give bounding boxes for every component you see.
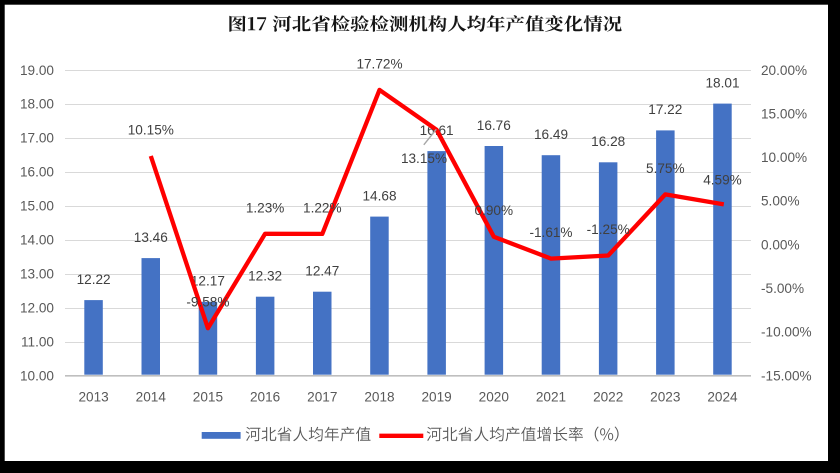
svg-text:13.00: 13.00 [20, 267, 54, 282]
svg-text:17.00: 17.00 [20, 131, 54, 146]
svg-text:2015: 2015 [193, 389, 223, 404]
svg-text:4.59%: 4.59% [703, 173, 742, 188]
svg-text:2014: 2014 [136, 389, 167, 404]
svg-text:15.00%: 15.00% [761, 106, 807, 121]
svg-text:12.22: 12.22 [77, 272, 111, 287]
svg-text:0.00%: 0.00% [761, 237, 800, 252]
svg-text:18.01: 18.01 [705, 75, 739, 90]
svg-text:-10.00%: -10.00% [761, 325, 812, 340]
svg-text:13.15%: 13.15% [401, 151, 447, 166]
svg-text:12.00: 12.00 [20, 300, 54, 315]
svg-text:-1.25%: -1.25% [587, 222, 630, 237]
svg-text:15.00: 15.00 [20, 199, 54, 214]
svg-text:20.00%: 20.00% [761, 63, 807, 78]
svg-text:14.00: 14.00 [20, 233, 54, 248]
svg-text:11.00: 11.00 [21, 334, 54, 349]
svg-text:-5.00%: -5.00% [761, 281, 804, 296]
svg-text:1.23%: 1.23% [246, 200, 285, 215]
svg-text:16.00: 16.00 [20, 165, 54, 180]
svg-text:-9.58%: -9.58% [186, 295, 229, 310]
svg-text:18.00: 18.00 [20, 97, 54, 112]
svg-text:5.00%: 5.00% [761, 194, 800, 209]
svg-text:2023: 2023 [650, 389, 680, 404]
svg-text:2024: 2024 [707, 389, 738, 404]
svg-text:2019: 2019 [421, 389, 451, 404]
svg-text:1.22%: 1.22% [303, 200, 342, 215]
svg-text:2013: 2013 [78, 389, 108, 404]
svg-text:16.49: 16.49 [534, 127, 568, 142]
svg-text:16.28: 16.28 [591, 134, 625, 149]
svg-text:2017: 2017 [307, 389, 337, 404]
svg-text:12.47: 12.47 [305, 264, 339, 279]
svg-text:14.68: 14.68 [362, 188, 396, 203]
svg-text:2022: 2022 [593, 389, 623, 404]
svg-text:16.76: 16.76 [477, 118, 511, 133]
svg-text:17.72%: 17.72% [356, 56, 402, 71]
svg-text:12.32: 12.32 [248, 269, 282, 284]
svg-text:2021: 2021 [536, 389, 566, 404]
svg-text:0.90%: 0.90% [475, 203, 514, 218]
svg-text:10.15%: 10.15% [128, 123, 174, 138]
svg-text:-15.00%: -15.00% [761, 368, 812, 383]
svg-text:10.00: 10.00 [20, 368, 54, 383]
svg-text:2018: 2018 [364, 389, 394, 404]
svg-text:17.22: 17.22 [648, 102, 682, 117]
svg-text:12.17: 12.17 [191, 274, 225, 289]
svg-text:2016: 2016 [250, 389, 280, 404]
svg-text:10.00%: 10.00% [761, 150, 807, 165]
svg-text:2020: 2020 [479, 389, 510, 404]
svg-text:19.00: 19.00 [20, 63, 54, 78]
svg-text:-1.61%: -1.61% [529, 225, 572, 240]
svg-text:13.46: 13.46 [134, 230, 168, 245]
svg-text:5.75%: 5.75% [646, 161, 685, 176]
